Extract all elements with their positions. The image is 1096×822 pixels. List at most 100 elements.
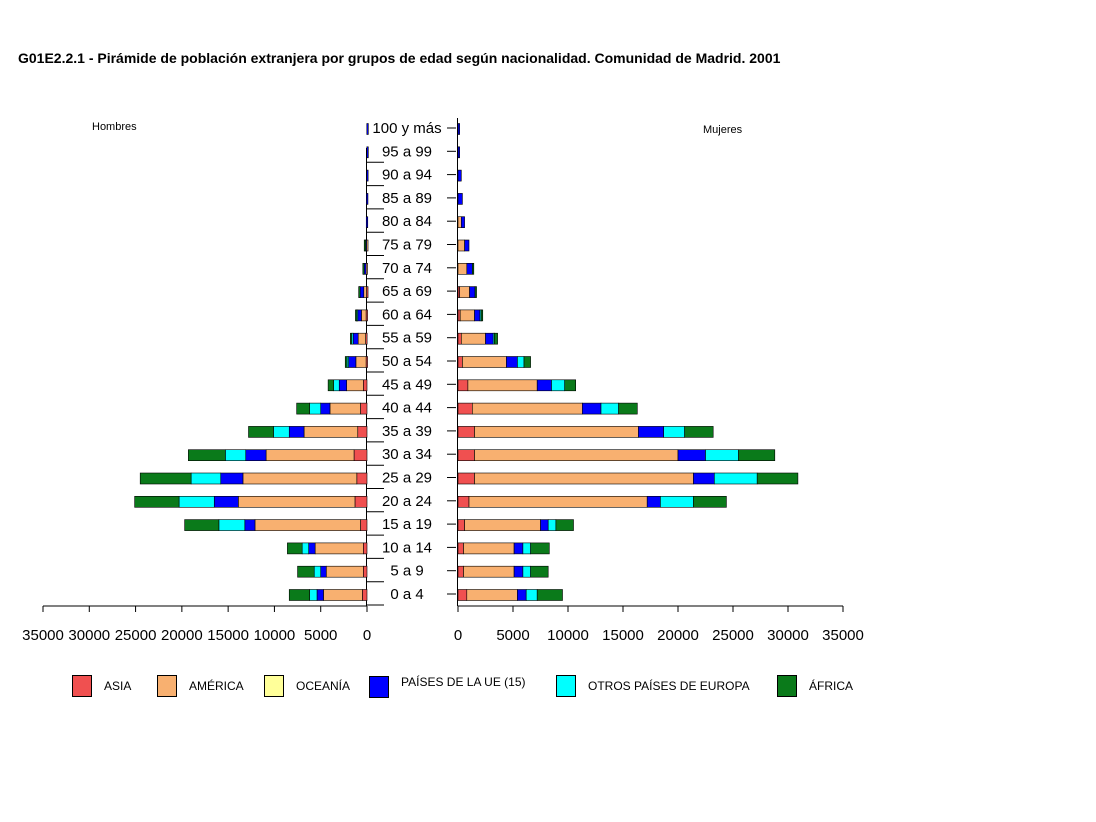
left-tick-label: 20000 <box>161 627 203 644</box>
right-bar-segment <box>713 472 758 485</box>
women-side-label: Mujeres <box>703 124 743 136</box>
category-label: 50 a 54 <box>382 353 432 370</box>
category-label: 85 a 89 <box>382 190 432 207</box>
right-bar-segment <box>457 426 475 438</box>
right-bar-segment <box>618 402 638 415</box>
right-bar-segment <box>581 402 602 415</box>
right-bar-segment <box>705 449 739 462</box>
left-bar-segment <box>238 495 356 508</box>
left-bar-segment <box>329 402 361 415</box>
legend-swatch <box>157 675 177 697</box>
left-bar-segment <box>288 426 305 438</box>
left-tick-label: 5000 <box>304 627 337 644</box>
legend-item: ÁFRICA <box>777 675 853 697</box>
left-bar-segment <box>358 286 361 298</box>
left-bar-segment <box>325 565 364 578</box>
right-bar-segment <box>469 286 476 298</box>
category-label: 5 a 9 <box>390 563 423 580</box>
right-tick-label: 35000 <box>822 627 864 644</box>
right-bar-segment <box>457 565 464 578</box>
left-tick-label: 10000 <box>254 627 296 644</box>
left-bar-segment <box>362 379 368 392</box>
legend-item: AMÉRICA <box>157 675 244 697</box>
left-bar-segment <box>350 332 353 345</box>
right-bar-segment <box>513 542 524 555</box>
legend-label: ASIA <box>104 679 132 693</box>
legend-label: PAÍSES DE LA UE (15) <box>401 675 526 689</box>
right-bar-segment <box>457 356 463 368</box>
legend-item: PAÍSES DE LA UE (15) <box>369 675 526 698</box>
right-bar-segment <box>756 472 799 485</box>
right-bar-segment <box>464 519 541 531</box>
right-bar-segment <box>547 519 557 531</box>
left-bar-segment <box>244 519 256 531</box>
left-bar-segment <box>360 519 368 531</box>
right-bar-segment <box>457 239 465 252</box>
category-label: 55 a 59 <box>382 330 432 347</box>
left-bar-segment <box>139 472 192 485</box>
left-bar-segment <box>245 449 267 462</box>
right-bar-segment <box>480 309 484 322</box>
right-bar-segment <box>522 565 531 578</box>
left-bar-segment <box>313 565 322 578</box>
right-bar-segment <box>646 495 661 508</box>
left-bar-segment <box>303 426 359 438</box>
right-bar-segment <box>536 379 552 392</box>
left-bar-segment <box>288 589 310 601</box>
right-tick-label: 15000 <box>602 627 644 644</box>
category-label: 45 a 49 <box>382 376 432 393</box>
men-side-label: Hombres <box>92 121 137 133</box>
right-bar-segment <box>485 332 494 345</box>
right-bar-segment <box>463 542 515 555</box>
right-bar-segment <box>457 449 475 462</box>
left-bar-segment <box>348 356 357 368</box>
right-bar-segment <box>457 169 462 182</box>
right-bar-segment <box>517 356 525 368</box>
legend-swatch <box>556 675 576 697</box>
category-label: 20 a 24 <box>382 493 432 510</box>
left-bar-segment <box>366 123 369 135</box>
right-bar-segment <box>525 589 538 601</box>
left-bar-segment <box>316 589 324 601</box>
category-label: 35 a 39 <box>382 423 432 440</box>
right-bar-segment <box>540 519 549 531</box>
left-bar-segment <box>320 565 327 578</box>
left-bar-segment <box>301 542 309 555</box>
right-tick-label: 20000 <box>657 627 699 644</box>
right-tick-label: 25000 <box>712 627 754 644</box>
left-bar-segment <box>218 519 246 531</box>
left-bar-segment <box>362 262 365 275</box>
left-bar-segment <box>178 495 215 508</box>
right-bar-segment <box>457 379 469 392</box>
right-bar-segment <box>463 565 515 578</box>
left-bar-segment <box>355 309 358 322</box>
right-bar-segment <box>523 356 531 368</box>
right-bar-segment <box>493 332 498 345</box>
left-bar-segment <box>357 332 366 345</box>
right-bar-segment <box>530 542 550 555</box>
right-bar-segment <box>693 472 715 485</box>
category-label: 90 a 94 <box>382 167 432 184</box>
left-bar-segment <box>361 309 367 322</box>
right-bar-segment <box>684 426 714 438</box>
left-bar-segment <box>338 379 347 392</box>
right-bar-segment <box>457 146 460 159</box>
left-bar-segment <box>357 426 368 438</box>
right-bar-segment <box>551 379 565 392</box>
left-bar-segment <box>314 542 364 555</box>
legend-label: OCEANÍA <box>296 679 351 693</box>
right-bar-segment <box>457 519 465 531</box>
left-tick-label: 30000 <box>68 627 110 644</box>
category-label: 0 a 4 <box>390 586 423 603</box>
right-bar-segment <box>522 542 531 555</box>
left-bar-segment <box>355 356 367 368</box>
category-label: 30 a 34 <box>382 446 432 463</box>
right-bar-segment <box>474 472 694 485</box>
legend-item: ASIA <box>72 675 131 697</box>
right-bar-segment <box>457 472 475 485</box>
legend-item: OTROS PAÍSES DE EUROPA <box>556 675 750 697</box>
right-bar-segment <box>660 495 694 508</box>
category-label: 70 a 74 <box>382 260 432 277</box>
category-label: 60 a 64 <box>382 306 432 323</box>
right-tick-label: 30000 <box>767 627 809 644</box>
